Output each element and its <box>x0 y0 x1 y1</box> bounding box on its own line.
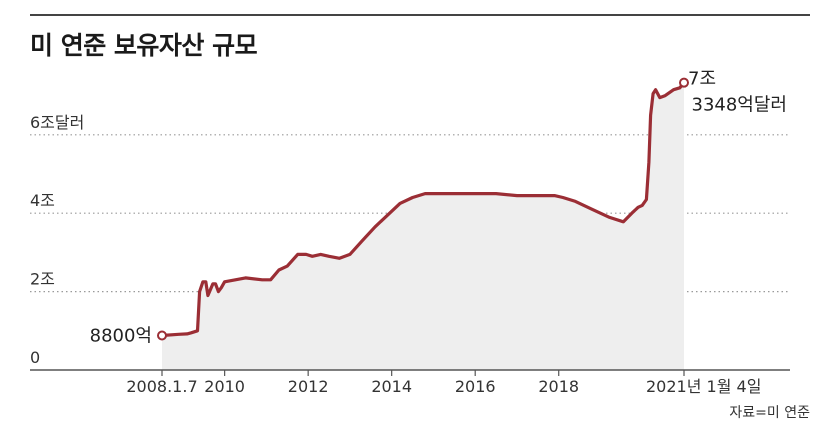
end-value-label-line2: 3348억달러 <box>692 95 788 116</box>
gridlines <box>30 134 790 293</box>
endpoint-marker <box>157 330 167 341</box>
end-value-label-line1: 7조 <box>688 69 716 90</box>
x-tick-label: 2016 <box>455 377 496 396</box>
x-tick-label: 2014 <box>371 377 412 396</box>
chart-title: 미 연준 보유자산 규모 <box>30 31 258 60</box>
x-tick-label: 2021년 1월 4일 <box>646 377 761 396</box>
y-tick-label: 4조 <box>30 191 55 210</box>
x-ticks: 2008.1.7 2010 2012 2014 2016 2018 2021년 1월 4일 <box>126 370 761 396</box>
y-tick-labels: 0 2조 4조 6조달러 <box>30 113 84 367</box>
series-area <box>162 82 684 370</box>
source-note: 자료=미 연준 <box>729 405 810 421</box>
markers <box>157 77 689 341</box>
annotations: 8800억 7조 3348억달러 <box>90 69 787 347</box>
top-rule <box>30 14 810 16</box>
series-line <box>160 81 686 338</box>
y-tick-label: 0 <box>30 348 40 367</box>
start-value-label: 8800억 <box>90 326 152 347</box>
endpoint-marker <box>679 77 689 88</box>
x-tick-label: 2012 <box>288 377 329 396</box>
x-tick-label: 2010 <box>204 377 245 396</box>
y-tick-label: 2조 <box>30 270 55 289</box>
y-tick-label: 6조달러 <box>30 113 84 132</box>
x-tick-label: 2018 <box>538 377 579 396</box>
x-tick-label: 2008.1.7 <box>126 377 197 396</box>
